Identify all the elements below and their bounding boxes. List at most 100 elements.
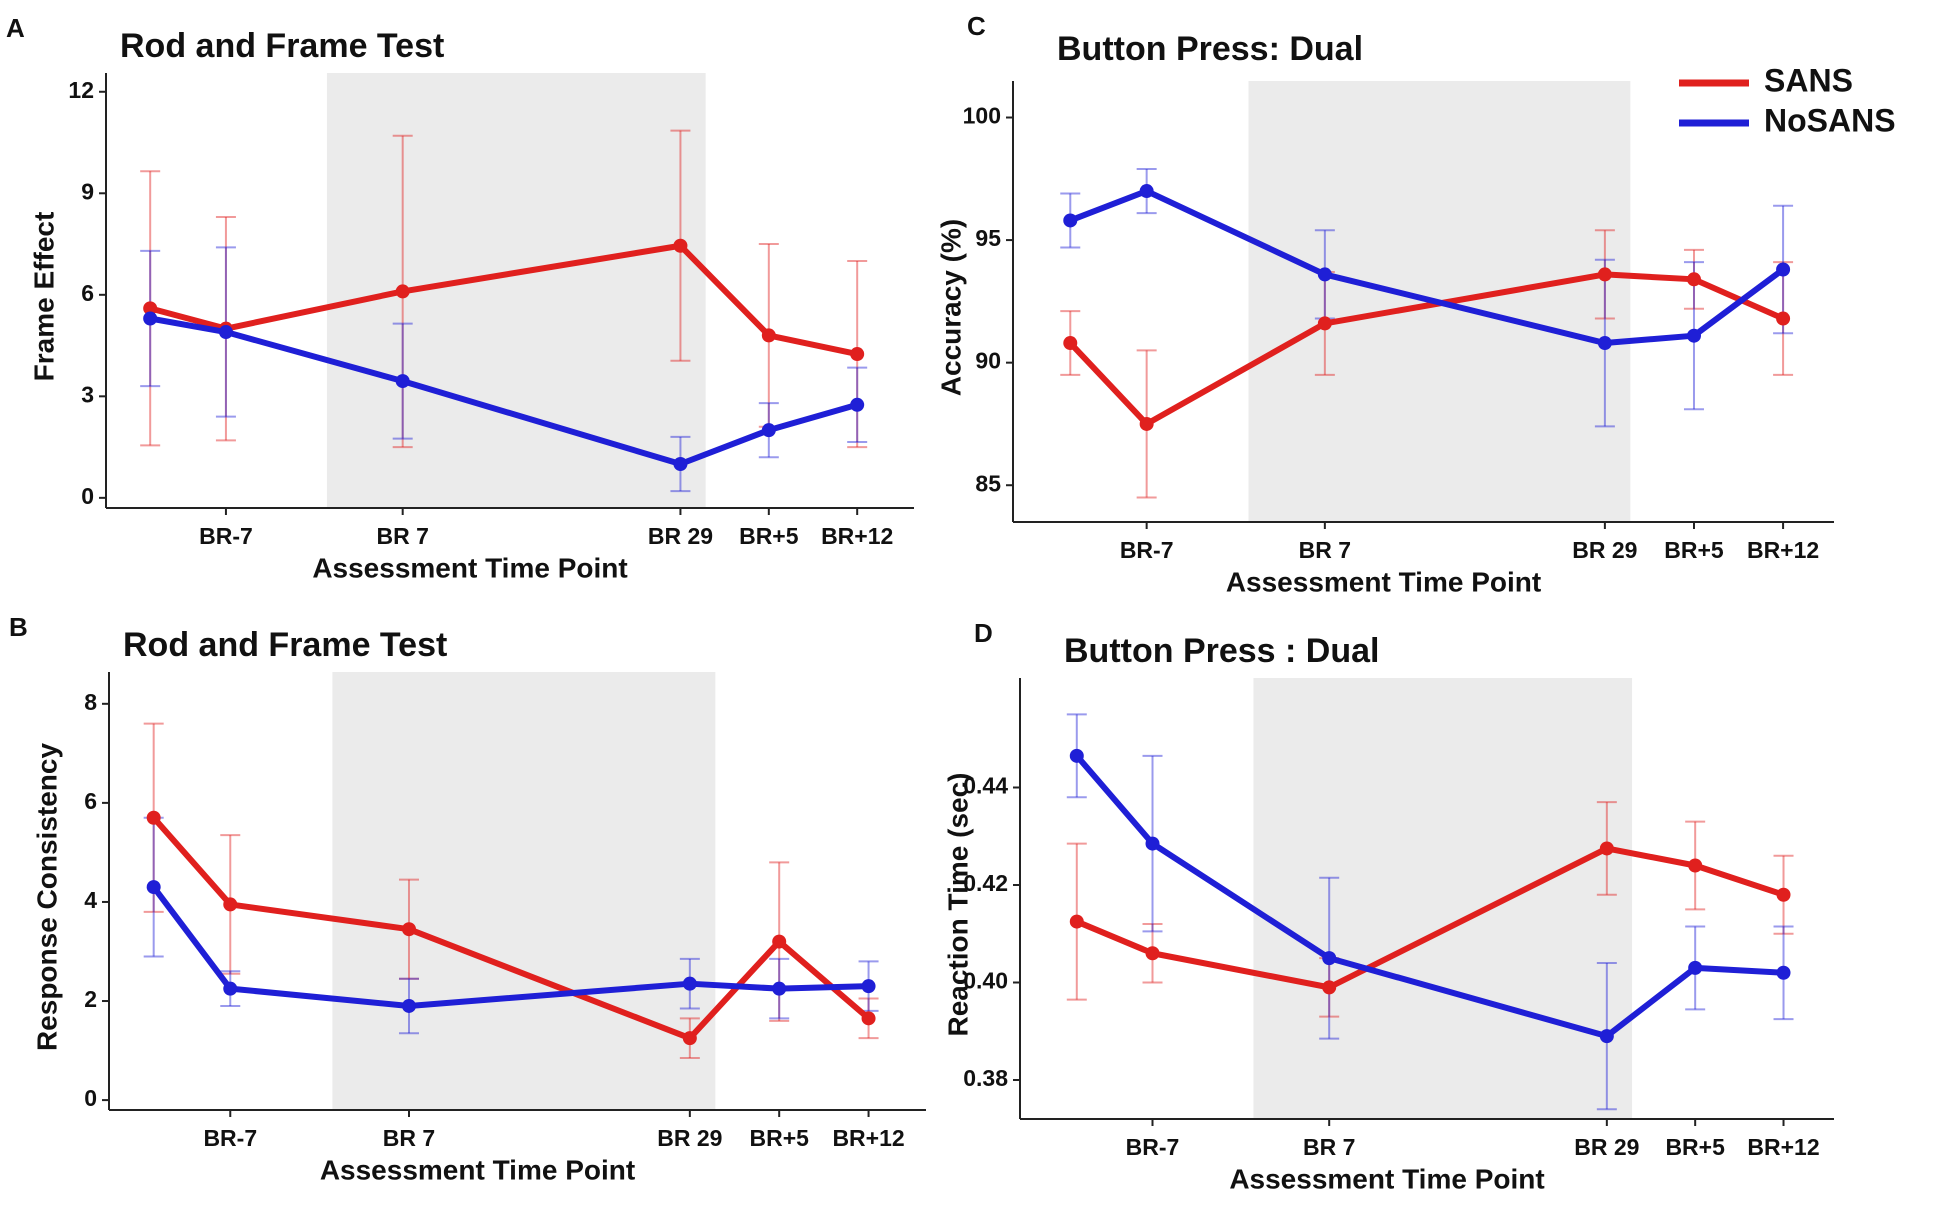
y-tick-label: 0.40 bbox=[963, 968, 1008, 994]
data-point bbox=[772, 981, 787, 996]
y-axis-label: Accuracy (%) bbox=[935, 219, 966, 396]
x-tick-label: BR+12 bbox=[832, 1125, 904, 1151]
y-axis-label: Response Consistency bbox=[31, 743, 62, 1052]
y-axis-label: Frame Effect bbox=[28, 212, 59, 382]
data-point bbox=[1063, 213, 1078, 228]
y-tick-label: 90 bbox=[975, 348, 1001, 374]
y-tick-label: 9 bbox=[81, 178, 94, 204]
x-tick-label: BR+5 bbox=[1664, 537, 1724, 563]
data-point bbox=[1069, 748, 1084, 763]
data-point bbox=[1322, 951, 1337, 966]
data-point bbox=[395, 284, 410, 299]
data-point bbox=[1688, 960, 1703, 975]
y-tick-label: 3 bbox=[81, 381, 94, 407]
chart-title: Rod and Frame Test bbox=[123, 626, 447, 664]
x-tick-label: BR-7 bbox=[1120, 537, 1174, 563]
series-line bbox=[1068, 271, 1785, 427]
x-tick-label: BR+5 bbox=[749, 1125, 809, 1151]
data-point bbox=[682, 976, 697, 991]
series-line bbox=[151, 885, 869, 1009]
data-point bbox=[850, 397, 865, 412]
data-point bbox=[223, 981, 238, 996]
x-tick-label: BR 29 bbox=[657, 1125, 722, 1151]
data-point bbox=[850, 347, 865, 362]
y-tick-label: 0 bbox=[81, 483, 94, 509]
y-tick-label: 4 bbox=[84, 887, 97, 913]
data-point bbox=[401, 998, 416, 1013]
y-axis-label: Reaction Time (sec) bbox=[942, 772, 973, 1036]
x-tick-label: BR+5 bbox=[1665, 1134, 1725, 1160]
panel-letter: A bbox=[6, 13, 25, 43]
x-tick-label: BR 7 bbox=[376, 523, 428, 549]
data-point bbox=[1776, 262, 1791, 277]
shaded-region bbox=[326, 73, 706, 508]
x-tick-label: BR 7 bbox=[383, 1125, 435, 1151]
chart-title: Button Press : Dual bbox=[1064, 632, 1379, 670]
x-tick-label: BR-7 bbox=[199, 523, 253, 549]
data-point bbox=[673, 457, 688, 472]
data-point bbox=[673, 238, 688, 253]
x-tick-label: BR+12 bbox=[821, 523, 893, 549]
data-point bbox=[1317, 316, 1332, 331]
data-point bbox=[1063, 336, 1078, 351]
data-point bbox=[1686, 272, 1701, 287]
x-tick-label: BR 7 bbox=[1303, 1134, 1355, 1160]
x-axis-label: Assessment Time Point bbox=[1226, 566, 1541, 597]
data-point bbox=[772, 934, 787, 949]
data-point bbox=[143, 311, 158, 326]
data-point bbox=[1776, 965, 1791, 980]
x-tick-label: BR-7 bbox=[203, 1125, 257, 1151]
x-tick-label: BR 29 bbox=[648, 523, 713, 549]
data-point bbox=[1597, 336, 1612, 351]
shaded-region bbox=[1253, 678, 1633, 1119]
data-point bbox=[1776, 311, 1791, 326]
y-tick-label: 12 bbox=[68, 77, 94, 103]
y-tick-label: 0 bbox=[84, 1085, 97, 1111]
data-point bbox=[761, 423, 776, 438]
data-point bbox=[1139, 184, 1154, 199]
data-point bbox=[1145, 946, 1160, 961]
y-tick-label: 6 bbox=[81, 280, 94, 306]
x-tick-label: BR+5 bbox=[739, 523, 799, 549]
data-point bbox=[146, 810, 161, 825]
chart-title: Rod and Frame Test bbox=[120, 27, 444, 65]
y-tick-label: 2 bbox=[84, 986, 97, 1012]
chart-title: Button Press: Dual bbox=[1057, 30, 1363, 68]
x-axis-label: Assessment Time Point bbox=[312, 552, 627, 583]
data-point bbox=[1069, 914, 1084, 929]
data-point bbox=[1322, 980, 1337, 995]
panel-letter: B bbox=[9, 612, 28, 642]
data-point bbox=[146, 880, 161, 895]
panel-letter: D bbox=[974, 618, 993, 648]
x-tick-label: BR+12 bbox=[1747, 1134, 1819, 1160]
y-tick-label: 100 bbox=[963, 103, 1001, 129]
data-point bbox=[1686, 328, 1701, 343]
y-tick-label: 6 bbox=[84, 788, 97, 814]
x-tick-label: BR 29 bbox=[1574, 1134, 1639, 1160]
shaded-region bbox=[332, 672, 716, 1110]
x-tick-label: BR 29 bbox=[1572, 537, 1637, 563]
data-point bbox=[395, 374, 410, 389]
y-tick-label: 0.38 bbox=[963, 1065, 1008, 1091]
data-point bbox=[223, 897, 238, 912]
y-tick-label: 0.42 bbox=[963, 870, 1008, 896]
legend-label: SANS bbox=[1764, 62, 1853, 98]
y-tick-label: 0.44 bbox=[963, 773, 1008, 799]
data-point bbox=[761, 328, 776, 343]
x-axis-label: Assessment Time Point bbox=[1229, 1163, 1544, 1194]
x-tick-label: BR+12 bbox=[1747, 537, 1819, 563]
data-point bbox=[861, 979, 876, 994]
data-point bbox=[401, 922, 416, 937]
y-tick-label: 95 bbox=[975, 225, 1001, 251]
x-tick-label: BR 7 bbox=[1299, 537, 1351, 563]
data-point bbox=[1139, 416, 1154, 431]
data-point bbox=[1599, 841, 1614, 856]
data-point bbox=[143, 301, 158, 316]
panel-letter: C bbox=[967, 11, 986, 41]
x-tick-label: BR-7 bbox=[1126, 1134, 1180, 1160]
data-point bbox=[1145, 836, 1160, 851]
legend-label: NoSANS bbox=[1764, 102, 1896, 138]
data-point bbox=[1597, 267, 1612, 282]
